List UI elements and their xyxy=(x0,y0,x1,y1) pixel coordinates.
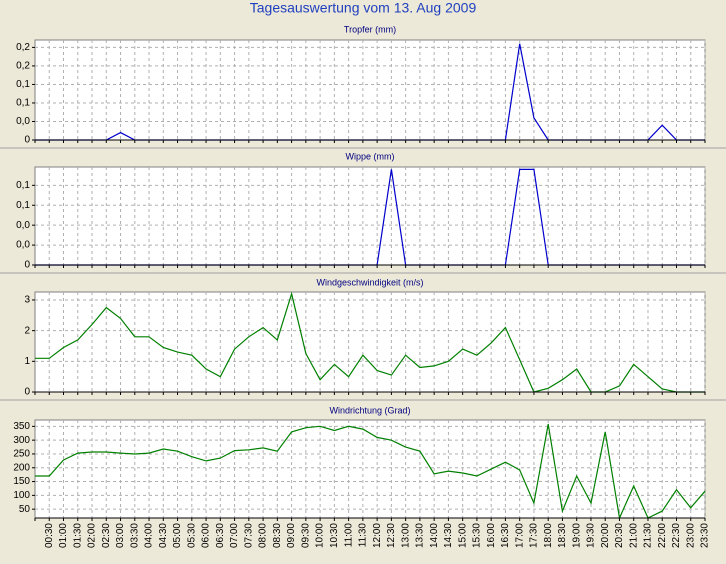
x-tick-label: 09:00 xyxy=(286,523,297,548)
x-tick-label: 01:30 xyxy=(72,523,83,548)
x-tick-label: 17:30 xyxy=(529,523,540,548)
panel-title: Windgeschwindigkeit (m/s) xyxy=(316,277,423,287)
x-tick-label: 18:00 xyxy=(543,523,554,548)
x-tick-label: 09:30 xyxy=(300,523,311,548)
x-tick-label: 05:30 xyxy=(186,523,197,548)
panel-title: Tropfer (mm) xyxy=(344,24,396,34)
x-tick-label: 19:00 xyxy=(571,523,582,548)
x-tick-label: 11:00 xyxy=(343,523,354,548)
x-tick-label: 20:30 xyxy=(614,523,625,548)
y-tick-label: 0 xyxy=(24,387,30,398)
plot-area xyxy=(34,166,706,266)
y-tick-label: 0,2 xyxy=(16,42,30,53)
x-tick-label: 12:00 xyxy=(372,523,383,548)
chart-title: Tagesauswertung vom 13. Aug 2009 xyxy=(250,0,477,16)
x-tick-label: 10:00 xyxy=(315,523,326,548)
x-tick-label: 07:00 xyxy=(229,523,240,548)
x-tick-label: 20:00 xyxy=(600,523,611,548)
x-tick-label: 08:30 xyxy=(272,523,283,548)
x-tick-label: 21:30 xyxy=(643,523,654,548)
y-tick-label: 3 xyxy=(24,295,30,306)
x-tick-label: 01:00 xyxy=(58,523,69,548)
x-tick-label: 04:30 xyxy=(158,523,169,548)
x-tick-label: 21:00 xyxy=(628,523,639,548)
x-tick-label: 13:30 xyxy=(415,523,426,548)
x-tick-label: 15:30 xyxy=(472,523,483,548)
y-tick-label: 0,1 xyxy=(16,180,30,191)
plot-area xyxy=(34,39,706,141)
y-tick-label: 0 xyxy=(24,260,30,271)
x-tick-label: 15:00 xyxy=(457,523,468,548)
y-tick-label: 150 xyxy=(13,476,30,487)
y-tick-label: 0 xyxy=(24,135,30,146)
x-tick-label: 13:00 xyxy=(400,523,411,548)
y-tick-label: 0,1 xyxy=(16,98,30,109)
x-tick-label: 22:00 xyxy=(657,523,668,548)
y-tick-label: 2 xyxy=(24,325,30,336)
x-tick-label: 04:00 xyxy=(144,523,155,548)
y-tick-label: 250 xyxy=(13,449,30,460)
x-tick-label: 11:30 xyxy=(358,523,369,548)
x-tick-label: 07:30 xyxy=(243,523,254,548)
x-tick-label: 14:30 xyxy=(443,523,454,548)
y-tick-label: 0,1 xyxy=(16,200,30,211)
x-tick-label: 02:00 xyxy=(87,523,98,548)
x-tick-label: 03:00 xyxy=(115,523,126,548)
x-tick-label: 19:30 xyxy=(586,523,597,548)
y-tick-label: 0,0 xyxy=(16,116,30,127)
x-tick-label: 02:30 xyxy=(101,523,112,548)
y-tick-label: 350 xyxy=(13,421,30,432)
x-tick-label: 12:30 xyxy=(386,523,397,548)
x-tick-label: 08:00 xyxy=(258,523,269,548)
x-tick-label: 16:00 xyxy=(486,523,497,548)
y-tick-label: 0,2 xyxy=(16,61,30,72)
x-tick-label: 18:30 xyxy=(557,523,568,548)
y-tick-label: 100 xyxy=(13,490,30,501)
y-tick-label: 0,0 xyxy=(16,240,30,251)
x-tick-label: 22:30 xyxy=(671,523,682,548)
x-tick-label: 23:00 xyxy=(685,523,696,548)
x-tick-label: 17:00 xyxy=(514,523,525,548)
y-tick-label: 0,0 xyxy=(16,220,30,231)
y-tick-label: 0,1 xyxy=(16,79,30,90)
x-tick-label: 03:30 xyxy=(129,523,140,548)
panel-title: Windrichtung (Grad) xyxy=(329,405,410,415)
x-tick-label: 23:30 xyxy=(700,523,711,548)
x-tick-label: 06:30 xyxy=(215,523,226,548)
panel-title: Wippe (mm) xyxy=(346,151,395,161)
plot-area xyxy=(34,291,706,393)
y-tick-label: 300 xyxy=(13,435,30,446)
y-tick-label: 50 xyxy=(19,504,31,515)
x-tick-label: 05:00 xyxy=(172,523,183,548)
x-tick-label: 16:30 xyxy=(500,523,511,548)
data-line xyxy=(35,423,706,521)
x-tick-label: 00:30 xyxy=(44,523,55,548)
x-tick-label: 10:30 xyxy=(329,523,340,548)
x-tick-label: 06:00 xyxy=(201,523,212,548)
y-tick-label: 200 xyxy=(13,462,30,473)
x-tick-label: 14:00 xyxy=(429,523,440,548)
y-tick-label: 1 xyxy=(24,356,30,367)
